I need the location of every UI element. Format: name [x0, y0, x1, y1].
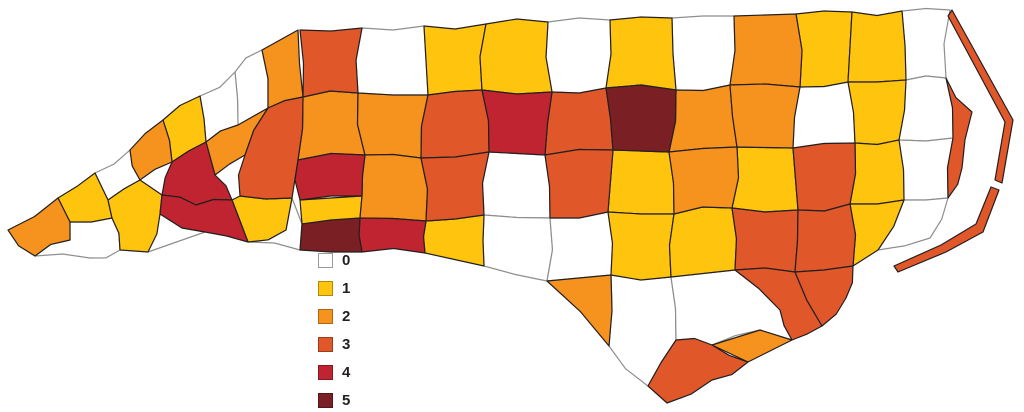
county-b2	[420, 89, 490, 159]
county-c6	[668, 146, 740, 215]
county-c2	[420, 151, 490, 222]
county-d4	[546, 211, 614, 282]
county-m8	[7, 197, 71, 257]
county-m1	[261, 29, 304, 109]
legend-label-5: 5	[342, 391, 351, 409]
county-c0a	[294, 152, 366, 201]
county-c3	[481, 151, 551, 219]
county-b9	[847, 79, 907, 146]
county-c8	[792, 142, 857, 212]
legend-item-1: 1	[318, 274, 350, 302]
county-d6	[668, 206, 738, 278]
county-a7	[729, 13, 803, 88]
county-a2	[423, 23, 487, 96]
county-a9	[847, 10, 907, 83]
county-d2	[422, 214, 485, 267]
legend-label-2: 2	[342, 307, 351, 325]
county-b8	[792, 81, 856, 149]
county-d8	[794, 203, 857, 273]
county-a1	[355, 25, 429, 96]
county-b5	[605, 84, 677, 153]
legend-label-0: 0	[342, 251, 351, 269]
legend-swatch-4	[318, 364, 333, 380]
legend-label-3: 3	[342, 335, 351, 353]
county-d0	[299, 217, 363, 253]
legend-item-0: 0	[318, 246, 350, 274]
legend-label-4: 4	[342, 363, 351, 381]
county-d7	[731, 207, 799, 273]
county-d5	[607, 211, 675, 281]
county-a0	[299, 27, 363, 98]
legend-item-4: 4	[318, 358, 350, 386]
county-e2	[647, 337, 749, 404]
county-dare	[945, 77, 973, 199]
county-c9	[849, 139, 905, 205]
county-a10	[901, 7, 951, 81]
county-m5	[129, 119, 173, 181]
county-e0	[546, 274, 613, 347]
county-a3	[479, 18, 553, 95]
legend-swatch-1	[318, 280, 333, 296]
county-b7	[729, 83, 801, 149]
county-b3	[481, 89, 553, 156]
legend-item-3: 3	[318, 330, 350, 358]
map-legend: 0 1 2 3 4 5	[318, 246, 350, 412]
county-c5	[607, 149, 675, 215]
county-b6	[668, 84, 738, 153]
county-ob2	[893, 186, 1000, 273]
legend-swatch-2	[318, 308, 333, 324]
county-c1	[359, 153, 429, 222]
legend-item-2: 2	[318, 302, 350, 330]
county-b4	[544, 87, 614, 156]
county-b10	[898, 75, 954, 142]
county-a5	[605, 16, 677, 91]
county-c4	[544, 148, 614, 219]
county-a6	[671, 15, 736, 92]
county-d1	[358, 217, 427, 254]
legend-swatch-3	[318, 336, 333, 352]
legend-label-1: 1	[342, 279, 351, 297]
county-b1	[356, 92, 429, 159]
legend-swatch-0	[318, 252, 333, 268]
county-a4	[545, 17, 612, 94]
county-b0	[297, 90, 366, 161]
legend-swatch-5	[318, 392, 333, 408]
county-d3	[482, 214, 554, 282]
county-c10	[898, 137, 954, 201]
legend-item-5: 5	[318, 386, 350, 412]
county-i4	[159, 194, 249, 243]
county-e6	[794, 265, 854, 327]
county-c7	[731, 146, 799, 213]
county-ob1	[947, 9, 1014, 184]
county-a8	[795, 10, 853, 88]
